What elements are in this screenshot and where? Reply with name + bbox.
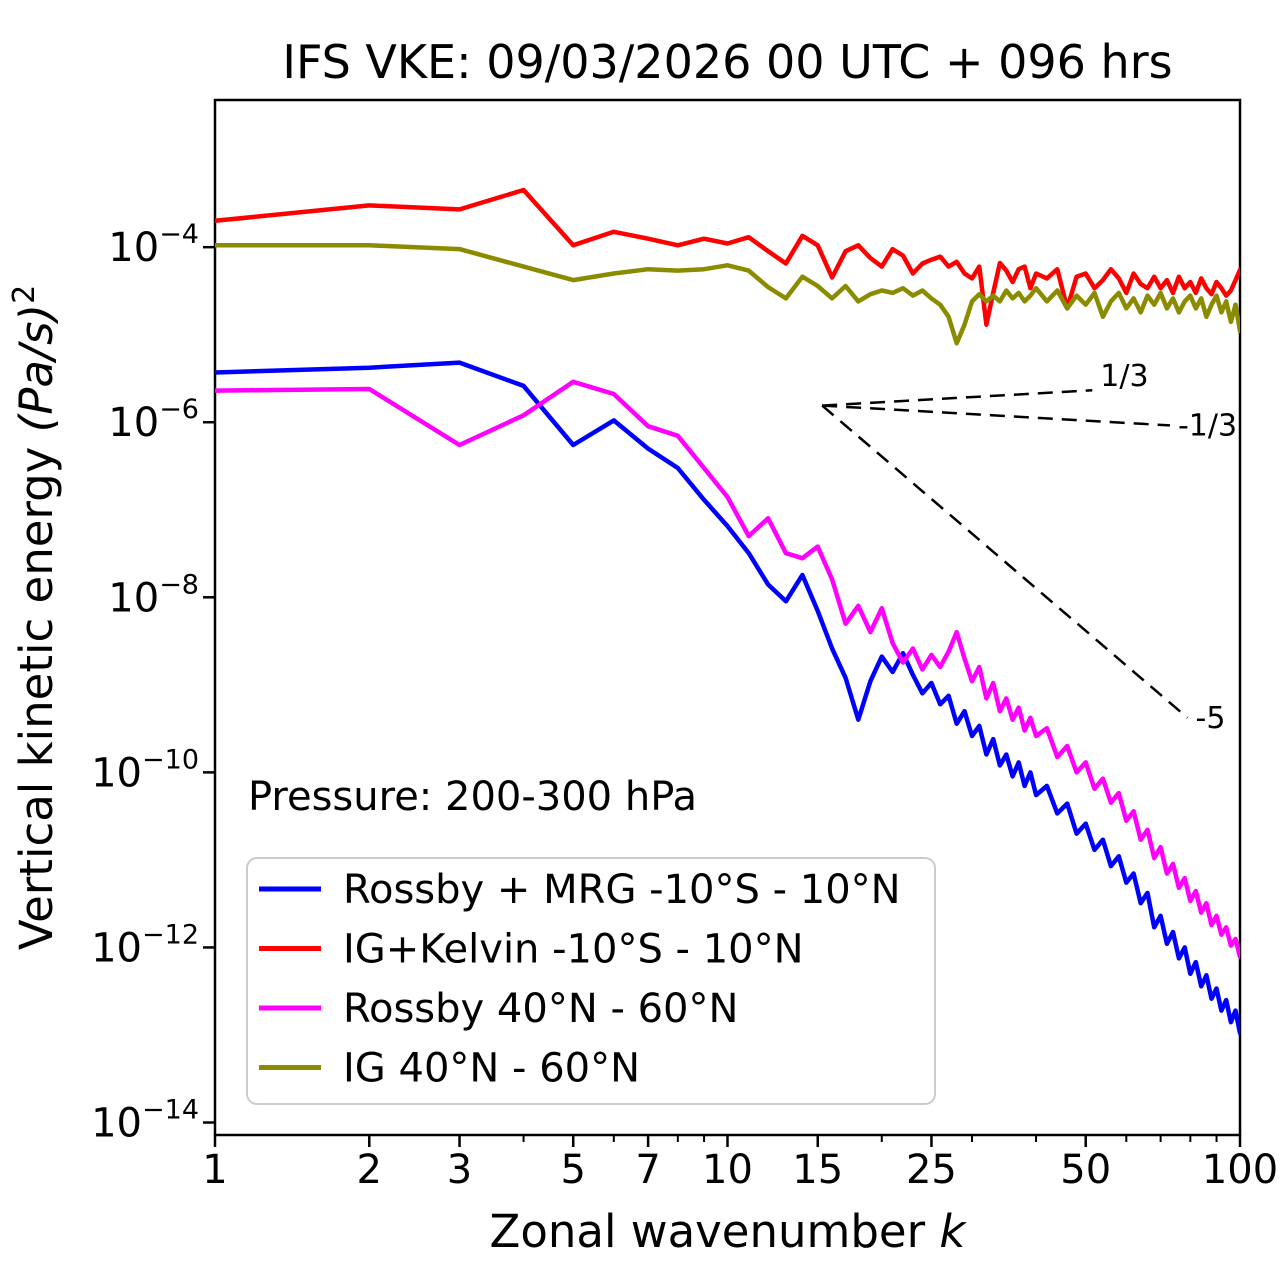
x-tick-label: 100	[1202, 1147, 1278, 1193]
slope-reference-line-1_3	[822, 388, 1093, 407]
y-tick-label: 10−14	[91, 1095, 199, 1147]
x-tick-label: 10	[702, 1147, 753, 1193]
legend-entry-label: IG 40°N - 60°N	[343, 1046, 640, 1092]
legend-entry-label: Rossby 40°N - 60°N	[343, 986, 738, 1032]
pressure-annotation: Pressure: 200-300 hPa	[248, 774, 697, 820]
y-tick-label: 10−10	[91, 744, 199, 796]
x-tick-label: 1	[202, 1147, 227, 1193]
y-tick-label: 10−4	[108, 219, 199, 271]
legend-box	[246, 857, 936, 1105]
x-axis-label: Zonal wavenumber k	[490, 1205, 968, 1258]
slope-label: -1/3	[1178, 408, 1237, 443]
slope-label: 1/3	[1100, 359, 1148, 394]
slope-label: -5	[1196, 701, 1226, 736]
x-tick-label: 2	[357, 1147, 382, 1193]
legend-entry-label: IG+Kelvin -10°S - 10°N	[343, 927, 804, 973]
y-tick-label: 10−8	[108, 569, 199, 621]
slope-reference-line--5	[821, 404, 1189, 719]
series-line-ig-midlat	[215, 243, 1240, 346]
legend-entry-label: Rossby + MRG -10°S - 10°N	[343, 867, 901, 913]
y-axis-label: Vertical kinetic energy (Pa/s)2	[7, 285, 63, 950]
y-tick-label: 10−12	[91, 919, 199, 971]
x-tick-label: 25	[906, 1147, 957, 1193]
x-tick-label: 50	[1060, 1147, 1111, 1193]
y-tick-label: 10−6	[108, 394, 199, 446]
x-tick-label: 7	[635, 1147, 660, 1193]
series-line-rossby-mrg-tropics	[215, 360, 1240, 1036]
x-tick-label: 3	[447, 1147, 472, 1193]
chart-title: IFS VKE: 09/03/2026 00 UTC + 096 hrs	[282, 35, 1172, 89]
x-tick-label: 15	[792, 1147, 843, 1193]
series-line-ig-kelvin-tropics	[215, 187, 1240, 327]
series-line-rossby-midlat	[215, 379, 1240, 960]
slope-reference-line--1_3	[822, 404, 1171, 427]
x-tick-label: 5	[560, 1147, 585, 1193]
